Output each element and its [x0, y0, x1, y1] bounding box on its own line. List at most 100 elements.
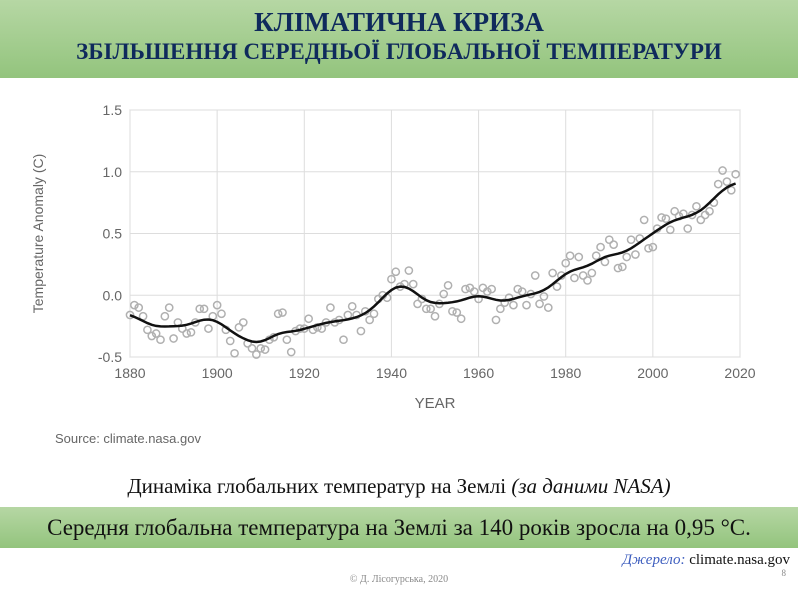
data-point	[182, 329, 191, 338]
data-point	[692, 201, 701, 211]
data-point	[164, 303, 174, 312]
data-point	[448, 306, 457, 316]
data-point	[247, 344, 257, 353]
data-point	[461, 284, 470, 294]
y-tick-label: 0.0	[103, 287, 123, 303]
data-point	[151, 329, 161, 338]
data-point	[552, 282, 562, 291]
data-point	[565, 251, 575, 261]
data-point	[731, 169, 740, 179]
data-point	[343, 310, 353, 320]
data-point	[452, 308, 462, 317]
data-point	[604, 235, 614, 245]
data-point	[125, 310, 135, 320]
data-point	[574, 252, 584, 262]
slide-title: КЛІМАТИЧНА КРИЗА	[254, 7, 544, 37]
chart-caption: Динаміка глобальних температур на Землі …	[0, 474, 798, 499]
data-point	[622, 252, 632, 262]
data-point	[487, 284, 496, 294]
data-point	[217, 309, 226, 319]
data-point	[225, 336, 235, 346]
data-point	[252, 350, 261, 359]
data-point	[456, 314, 466, 324]
x-axis-label: YEAR	[415, 395, 456, 412]
data-point	[491, 315, 501, 325]
data-point	[426, 304, 435, 314]
data-point	[273, 309, 283, 319]
data-point	[618, 262, 627, 272]
y-tick-label: 1.5	[103, 102, 123, 118]
data-point	[143, 325, 152, 335]
data-point	[609, 240, 618, 249]
data-point	[260, 345, 270, 354]
x-tick-label: 1940	[376, 365, 407, 381]
data-point	[195, 304, 205, 314]
data-point	[230, 348, 239, 358]
data-point	[548, 268, 557, 278]
data-point	[539, 292, 549, 301]
data-point	[648, 242, 658, 252]
data-point	[356, 326, 366, 336]
data-point	[369, 309, 379, 319]
data-point	[561, 258, 571, 268]
data-point	[657, 213, 666, 222]
x-tick-label: 2000	[637, 365, 668, 381]
data-point	[509, 300, 518, 310]
y-tick-label: -0.5	[98, 349, 122, 365]
data-point	[522, 300, 531, 310]
data-point	[391, 267, 401, 277]
data-point	[134, 303, 144, 312]
x-tick-label: 1960	[463, 365, 494, 381]
data-point	[613, 263, 623, 273]
data-point	[665, 225, 675, 235]
data-point	[543, 303, 553, 312]
data-point	[500, 298, 510, 308]
data-point	[387, 274, 396, 284]
data-point	[347, 302, 357, 311]
data-point	[696, 215, 706, 225]
data-point	[726, 185, 736, 195]
x-tick-label: 1980	[550, 365, 581, 381]
copyright: © Д. Лісогурська, 2020	[349, 574, 449, 585]
data-point	[670, 206, 679, 216]
data-point	[256, 344, 266, 353]
data-point	[469, 287, 479, 296]
data-point	[204, 324, 213, 333]
data-point	[147, 331, 157, 341]
data-point	[169, 334, 178, 343]
x-tick-label: 1880	[114, 365, 145, 381]
data-point	[530, 271, 540, 280]
data-point	[339, 335, 348, 345]
data-point	[234, 323, 244, 332]
data-point	[718, 166, 727, 175]
data-point	[583, 276, 592, 285]
data-point	[644, 243, 653, 253]
data-point	[443, 281, 453, 290]
source-value: climate.nasa.gov	[689, 552, 790, 568]
data-point	[639, 215, 649, 225]
y-tick-label: 1.0	[103, 164, 123, 180]
y-tick-label: 0.5	[103, 226, 123, 242]
data-point	[278, 308, 287, 317]
data-point	[421, 304, 431, 314]
data-point	[286, 347, 296, 357]
data-point	[304, 314, 313, 324]
data-point	[199, 304, 209, 314]
source-note: Джерело: climate.nasa.gov	[622, 552, 790, 569]
data-point	[326, 303, 335, 312]
temperature-chart: 1880 1900 1920 1940 1960 1980 2000 2020 1.5 1.0 0.…	[30, 102, 756, 446]
data-point	[404, 266, 414, 275]
highlight-bar: Середня глобальна температура на Землі з…	[0, 507, 798, 548]
data-point	[570, 273, 579, 283]
smoothed-trend-line	[129, 182, 737, 344]
data-point	[591, 251, 601, 261]
data-point	[578, 271, 588, 280]
data-point	[365, 315, 374, 325]
data-point	[130, 300, 139, 310]
data-point	[496, 304, 505, 314]
data-point	[631, 250, 640, 259]
data-point	[626, 235, 636, 245]
data-point	[408, 279, 418, 289]
data-point	[482, 287, 492, 296]
slide-header: КЛІМАТИЧНА КРИЗА ЗБІЛЬШЕННЯ СЕРЕДНЬОЇ ГЛ…	[0, 0, 798, 78]
